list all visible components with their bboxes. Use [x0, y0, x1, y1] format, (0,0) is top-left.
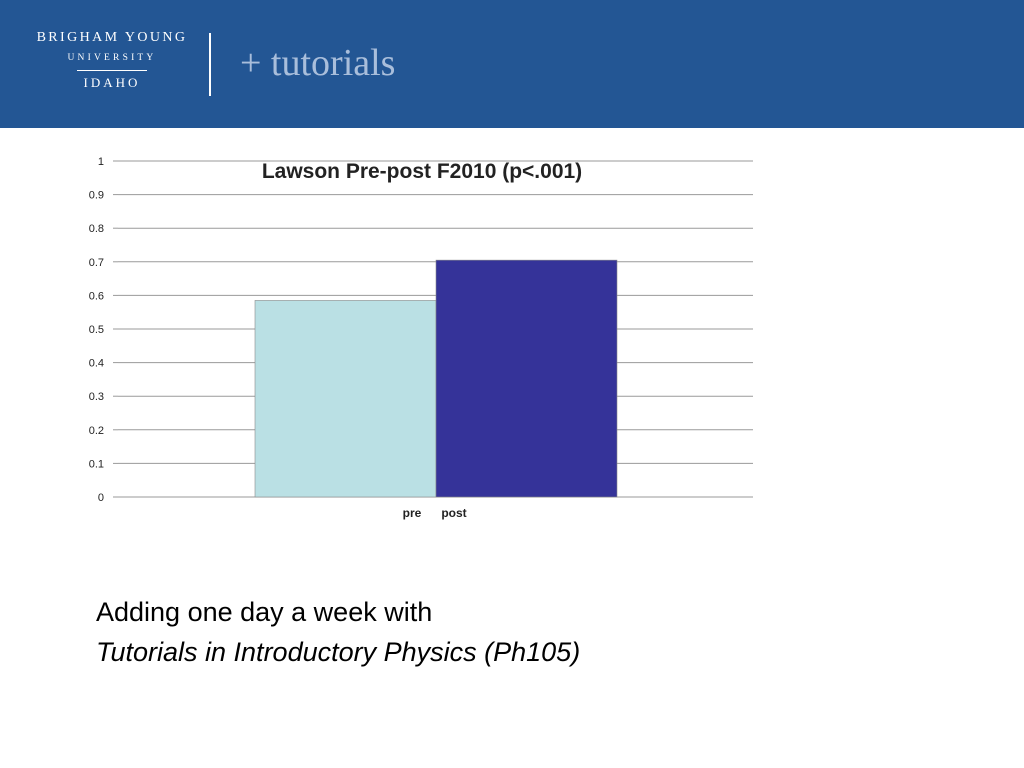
x-label-pre: pre — [403, 506, 422, 520]
logo-rule — [77, 70, 147, 71]
y-tick-label: 0.2 — [89, 425, 104, 437]
chart-bars — [254, 259, 618, 498]
y-tick-label: 0.4 — [89, 358, 104, 370]
logo-line-3: IDAHO — [83, 75, 141, 90]
bar-pre — [254, 300, 437, 498]
x-label-post: post — [441, 506, 466, 520]
caption-line-1: Adding one day a week with — [96, 597, 433, 627]
caption-line-2: Tutorials in Introductory Physics (Ph105… — [96, 637, 581, 667]
y-tick-label: 0 — [98, 492, 104, 504]
y-tick-label: 1 — [98, 156, 104, 168]
y-tick-label: 0.3 — [89, 391, 104, 403]
y-tick-label: 0.1 — [89, 458, 104, 470]
bar-chart: 0 0.1 0.2 0.3 0.4 0.5 0.6 0.7 0.8 0.9 1 pre post La… — [89, 156, 753, 520]
y-tick-label: 0.5 — [89, 324, 104, 336]
header-bar: BRIGHAM YOUNG UNIVERSITY IDAHO + tutoria… — [0, 0, 1024, 128]
university-logo: BRIGHAM YOUNG UNIVERSITY IDAHO — [30, 30, 194, 94]
y-tick-label: 0.8 — [89, 223, 104, 235]
chart-title: Lawson Pre-post F2010 (p<.001) — [262, 160, 582, 183]
y-tick-label: 0.7 — [89, 257, 104, 269]
logo-line-2: UNIVERSITY — [67, 53, 157, 63]
bar-post — [435, 259, 618, 498]
chart-y-ticks: 0 0.1 0.2 0.3 0.4 0.5 0.6 0.7 0.8 0.9 1 — [89, 156, 104, 504]
slide-title: + tutorials — [240, 42, 396, 84]
logo-line-1: BRIGHAM YOUNG — [36, 30, 188, 45]
y-tick-label: 0.6 — [89, 290, 104, 302]
chart-x-labels: pre post — [403, 506, 467, 520]
header-divider — [209, 33, 211, 96]
caption: Adding one day a week with Tutorials in … — [96, 592, 580, 672]
y-tick-label: 0.9 — [89, 190, 104, 202]
